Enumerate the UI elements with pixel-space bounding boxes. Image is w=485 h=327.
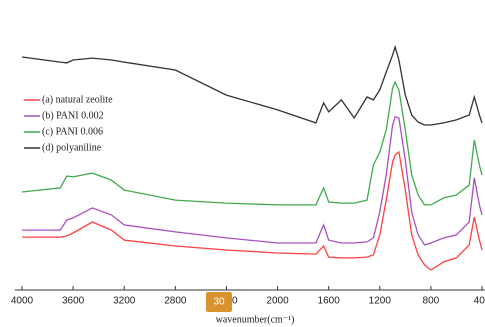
x-tick-label: 1200 [369,296,392,307]
legend-label: (b) PANI 0.002 [42,110,104,121]
spectrum-line [22,116,483,246]
x-axis-label: wavenumber(cm⁻¹) [216,314,295,325]
spectrum-line [21,80,483,206]
badge [206,292,232,312]
spectrum-line [22,150,483,271]
x-tick-label: 2000 [266,296,289,307]
x-tick-label: 4000 [11,296,34,307]
x-tick-label: 400 [474,296,485,307]
legend-label: (a) natural zeolite [42,94,113,105]
x-tick-label: 1600 [318,296,341,307]
x-tick-label: 3600 [62,296,85,307]
legend-label: (d) polyaniline [42,142,102,153]
x-tick-label: 800 [423,296,440,307]
legend-label: (c) PANI 0.006 [42,126,103,137]
spectrum-line [21,44,483,126]
x-tick-label: 3200 [113,296,136,307]
x-tick-label: 2800 [164,296,187,307]
badge-label: 30 [213,297,225,308]
